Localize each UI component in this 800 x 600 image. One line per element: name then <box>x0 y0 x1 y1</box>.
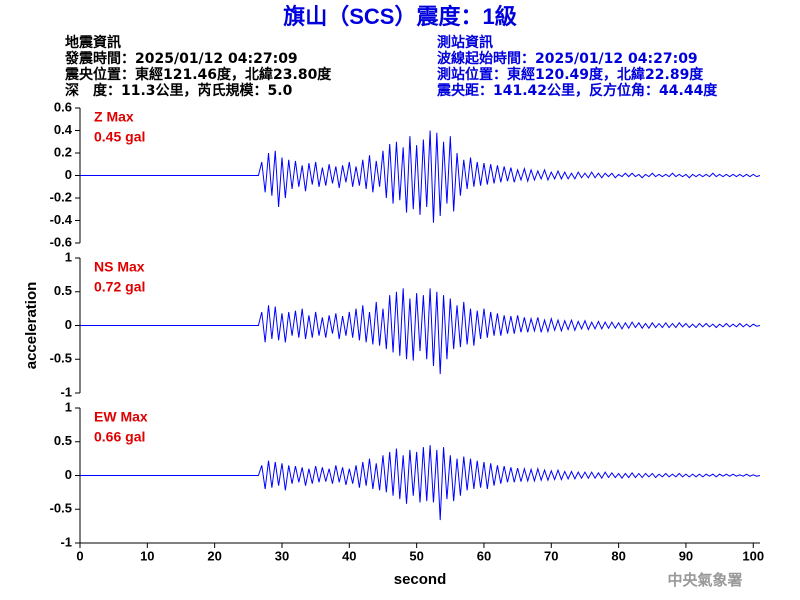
x-tick-label: 30 <box>275 548 289 563</box>
annotation: NS Max <box>94 259 145 275</box>
x-tick-label: 80 <box>611 548 625 563</box>
annotation: 0.66 gal <box>94 429 145 445</box>
y-tick-label: -0.4 <box>50 212 73 227</box>
x-tick-label: 90 <box>679 548 693 563</box>
x-tick-label: 100 <box>742 548 764 563</box>
y-axis-label: acceleration <box>23 282 40 370</box>
annotation: 0.72 gal <box>94 279 145 295</box>
x-tick-label: 0 <box>76 548 83 563</box>
annotation: 0.45 gal <box>94 129 145 145</box>
annotation: Z Max <box>94 109 134 125</box>
y-tick-label: -0.5 <box>50 501 72 516</box>
waveform <box>80 130 761 223</box>
y-tick-label: -1 <box>60 534 72 549</box>
y-tick-label: 1 <box>65 399 72 414</box>
info-text: 波線起始時間：2025/01/12 04:27:09 <box>437 50 698 67</box>
y-tick-label: -0.6 <box>50 234 72 249</box>
info-text: 震央距：141.42公里，反方位角：44.44度 <box>436 82 718 99</box>
y-tick-label: 0.4 <box>54 122 73 137</box>
y-tick-label: 0.6 <box>54 99 72 114</box>
info-text: 測站位置：東經120.49度，北緯22.89度 <box>437 66 704 83</box>
x-tick-label: 20 <box>207 548 221 563</box>
info-text: 發震時間：2025/01/12 04:27:09 <box>64 50 298 67</box>
info-text: 深 度：11.3公里，芮氏規模：5.0 <box>65 82 293 99</box>
y-tick-label: 0.2 <box>54 144 72 159</box>
chart-title: 旗山（SCS）震度：1級 <box>283 4 516 29</box>
waveform <box>80 288 761 375</box>
annotation: EW Max <box>94 409 148 425</box>
info-text: 震央位置：東經121.46度，北緯23.80度 <box>64 66 332 83</box>
info-text: 測站資訊 <box>437 34 493 51</box>
y-tick-label: -0.2 <box>50 189 72 204</box>
y-tick-label: -0.5 <box>50 351 72 366</box>
y-tick-label: -1 <box>60 384 72 399</box>
info-text: 地震資訊 <box>65 34 121 51</box>
y-tick-label: 0 <box>65 467 72 482</box>
x-tick-label: 10 <box>140 548 154 563</box>
x-tick-label: 40 <box>342 548 356 563</box>
waveform <box>80 445 761 521</box>
y-tick-label: 0.5 <box>54 433 72 448</box>
x-tick-label: 50 <box>409 548 423 563</box>
y-tick-label: 0.5 <box>54 283 72 298</box>
x-tick-label: 60 <box>477 548 491 563</box>
y-tick-label: 1 <box>65 249 72 264</box>
x-tick-label: 70 <box>544 548 558 563</box>
y-tick-label: 0 <box>65 167 72 182</box>
x-axis-label: second <box>394 571 447 588</box>
footer: 中央氣象署 <box>667 571 742 589</box>
y-tick-label: 0 <box>65 317 72 332</box>
